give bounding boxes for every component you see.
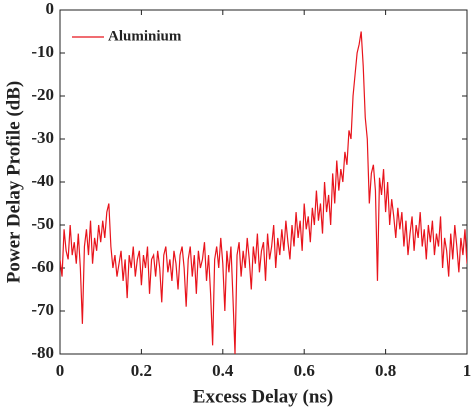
y-axis-label: Power Delay Profile (dB) xyxy=(3,81,24,283)
y-tick-label: -20 xyxy=(31,85,54,104)
y-tick-label: -80 xyxy=(31,343,54,362)
y-tick-label: -60 xyxy=(31,257,54,276)
x-tick-label: 0.4 xyxy=(212,361,234,380)
y-tick-label: -40 xyxy=(31,171,54,190)
y-tick-label: 0 xyxy=(46,0,55,18)
data-line xyxy=(60,31,467,354)
y-tick-label: -70 xyxy=(31,300,54,319)
y-tick-label: -30 xyxy=(31,128,54,147)
x-axis-label: Excess Delay (ns) xyxy=(193,386,333,407)
x-tick-label: 0 xyxy=(56,361,65,380)
x-tick-label: 0.6 xyxy=(294,361,315,380)
y-tick-label: -50 xyxy=(31,214,54,233)
legend-label: Aluminium xyxy=(108,28,182,44)
x-tick-label: 0.2 xyxy=(131,361,152,380)
x-tick-label: 1 xyxy=(463,361,472,380)
y-tick-label: -10 xyxy=(31,42,54,61)
x-tick-label: 0.8 xyxy=(375,361,396,380)
plot-frame xyxy=(59,9,468,355)
